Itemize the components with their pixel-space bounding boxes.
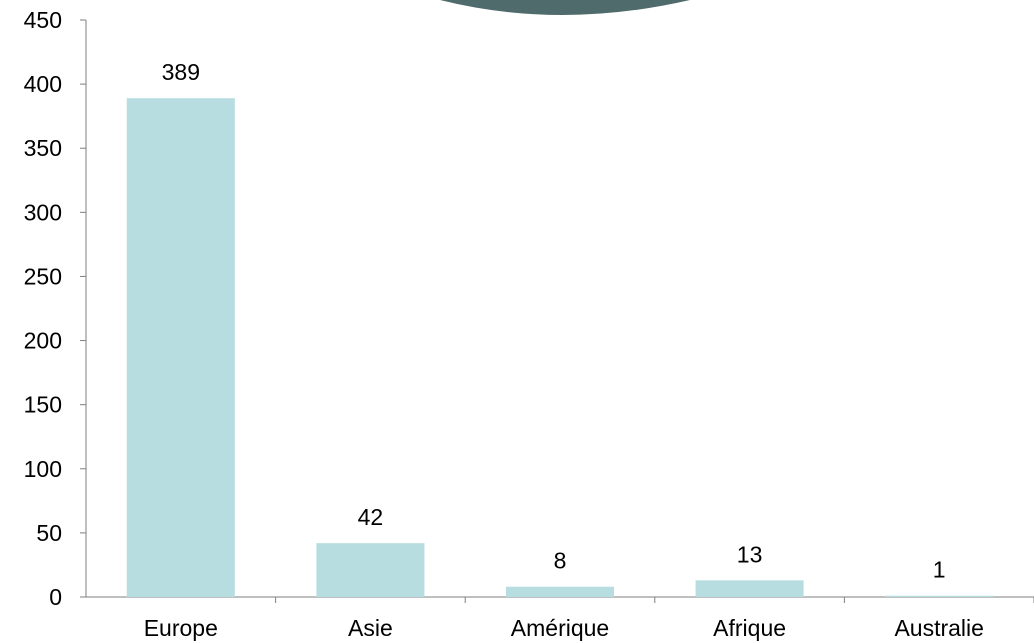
y-axis: 0 50 100 150 200 250 300 350 400 450 xyxy=(24,7,87,610)
bar-amrique xyxy=(505,586,615,597)
y-tick-label: 100 xyxy=(24,456,62,482)
data-label: 389 xyxy=(162,59,200,85)
y-tick-label: 250 xyxy=(24,263,62,289)
data-label: 42 xyxy=(358,504,384,530)
x-axis xyxy=(86,596,1034,603)
bar-australie xyxy=(885,595,994,597)
data-label: 8 xyxy=(554,548,567,574)
y-tick-label: 350 xyxy=(24,135,62,161)
y-tick-label: 450 xyxy=(24,7,62,33)
bar-afrique xyxy=(695,580,804,597)
y-tick-label: 50 xyxy=(36,520,62,546)
x-category-label: Asie xyxy=(348,615,393,641)
y-tick-label: 300 xyxy=(24,199,62,225)
category-labels: Europe Asie Amérique Afrique Australie xyxy=(144,615,984,641)
y-tick-label: 200 xyxy=(24,328,62,354)
bar-asie xyxy=(316,543,425,597)
data-label: 13 xyxy=(737,541,763,567)
x-category-label: Amérique xyxy=(511,615,609,641)
y-tick-label: 150 xyxy=(24,392,62,418)
decorative-header-shape xyxy=(440,0,690,15)
data-label: 1 xyxy=(933,557,946,583)
x-category-label: Australie xyxy=(894,615,983,641)
data-labels: 389 42 8 13 1 xyxy=(162,59,946,583)
bars xyxy=(126,98,994,598)
x-category-label: Europe xyxy=(144,615,218,641)
x-category-label: Afrique xyxy=(713,615,786,641)
y-tick-label: 0 xyxy=(49,584,62,610)
bar-europe xyxy=(126,98,235,598)
y-tick-label: 400 xyxy=(24,71,62,97)
